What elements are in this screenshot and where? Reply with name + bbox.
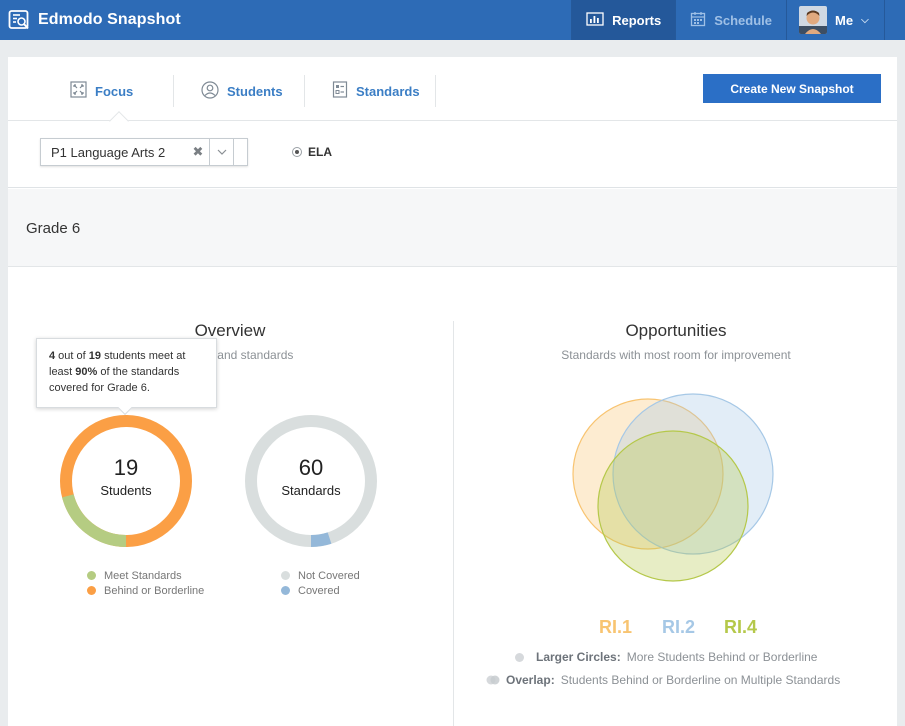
standards-legend: Not Covered Covered — [281, 568, 360, 598]
avatar — [799, 6, 827, 34]
subject-label: ELA — [308, 145, 332, 159]
tooltip-text-2: students meet at least — [49, 350, 186, 378]
standards-covered-arc — [245, 415, 377, 547]
snapshot-panel: Focus Students — [8, 57, 897, 726]
top-nav: Reports Schedule — [571, 0, 885, 40]
filter-row: P1 Language Arts 2 ✖ ELA — [8, 121, 897, 188]
tooltip-text-1: out of — [55, 350, 89, 362]
larger-circle-dot — [515, 652, 524, 662]
schedule-icon — [690, 11, 706, 30]
tab-students[interactable]: Students — [201, 75, 283, 107]
tooltip-meet-count: 4 — [49, 350, 56, 362]
reports-icon — [586, 11, 604, 29]
legend-covered-dot — [281, 586, 290, 595]
tooltip-total: 19 — [88, 350, 102, 362]
overview-title: Overview — [194, 321, 266, 340]
note-overlap-label: Overlap: — [506, 673, 555, 687]
nav-reports[interactable]: Reports — [571, 0, 676, 40]
brand[interactable]: Edmodo Snapshot — [8, 0, 181, 40]
tooltip-percent: 90% — [75, 366, 98, 378]
note-overlap-text: Students Behind or Borderline on Multipl… — [560, 673, 841, 687]
column-divider — [453, 321, 454, 726]
focus-icon — [70, 81, 87, 101]
nav-reports-label: Reports — [612, 12, 662, 28]
legend-meet-dot — [87, 571, 96, 580]
standards-not-covered-arc — [245, 415, 377, 547]
tab-students-label: Students — [227, 83, 283, 99]
venn-circle-ri1[interactable] — [572, 398, 724, 550]
nav-me-menu[interactable]: Me ⌵ — [786, 0, 885, 40]
note-circles-text: More Students Behind or Borderline — [626, 650, 818, 664]
top-bar: Edmodo Snapshot Reports — [0, 0, 905, 40]
subject-radio[interactable] — [292, 147, 302, 157]
opportunities-venn[interactable] — [568, 389, 778, 585]
students-label: Students — [100, 483, 152, 498]
legend-not-covered: Not Covered — [281, 568, 360, 583]
note-overlap: Overlap: Students Behind or Borderline o… — [486, 673, 840, 687]
legend-covered: Covered — [281, 583, 360, 598]
tab-separator — [435, 75, 436, 107]
legend-not-covered-label: Not Covered — [298, 569, 360, 582]
standard-label-ri2[interactable]: RI.2 — [662, 617, 696, 637]
tab-bar: Focus Students — [8, 57, 897, 121]
radio-dot — [295, 150, 299, 154]
clear-icon[interactable]: ✖ — [192, 144, 204, 159]
nav-me-label: Me — [835, 12, 854, 28]
chevron-down-icon[interactable] — [209, 139, 233, 165]
tab-separator — [173, 75, 174, 107]
class-select-value: P1 Language Arts 2 — [51, 144, 166, 160]
opportunities-subtitle: Standards with most room for improvement — [561, 348, 791, 362]
select-end-cap — [233, 139, 247, 165]
tab-standards-label: Standards — [356, 83, 420, 99]
overlap-icon — [486, 675, 500, 685]
app-title: Edmodo Snapshot — [38, 11, 181, 28]
standards-donut[interactable]: 60 Standards — [243, 413, 379, 549]
grade-title: Grade 6 — [26, 220, 81, 237]
legend-not-covered-dot — [281, 571, 290, 580]
chevron-down-icon: ⌵ — [861, 14, 869, 26]
note-larger-circles: Larger Circles: More Students Behind or … — [515, 650, 817, 664]
legend-meet-label: Meet Standards — [104, 569, 182, 582]
standards-label: Standards — [281, 483, 341, 498]
students-donut-chart — [60, 415, 192, 547]
note-circles-label: Larger Circles: — [536, 650, 621, 664]
standard-label-ri4[interactable]: RI.4 — [724, 617, 758, 637]
class-select[interactable]: P1 Language Arts 2 ✖ — [40, 138, 248, 166]
legend-behind: Behind or Borderline — [87, 583, 204, 598]
legend-meet: Meet Standards — [87, 568, 204, 583]
nav-schedule-label: Schedule — [714, 12, 772, 28]
students-tooltip: 4 out of 19 students meet at least 90% o… — [36, 338, 217, 416]
nav-schedule[interactable]: Schedule — [675, 0, 786, 40]
tooltip-text-3: of the standards covered for Grade 6. — [49, 366, 180, 394]
grade-header: Grade 6 — [8, 189, 897, 267]
students-icon — [201, 80, 219, 102]
snapshot-logo-icon — [8, 9, 30, 31]
tab-separator — [304, 75, 305, 107]
students-meet-arc — [60, 415, 192, 547]
legend-behind-label: Behind or Borderline — [104, 584, 205, 597]
tab-focus[interactable]: Focus — [70, 75, 133, 107]
standards-icon — [332, 81, 348, 101]
tab-standards[interactable]: Standards — [332, 75, 420, 107]
students-donut[interactable]: 19 Students — [58, 413, 194, 549]
standards-count: 60 — [298, 455, 324, 480]
students-count: 19 — [113, 455, 139, 480]
legend-behind-dot — [87, 586, 96, 595]
create-new-snapshot-button[interactable]: Create New Snapshot — [703, 74, 881, 103]
legend-covered-label: Covered — [298, 584, 340, 597]
students-legend: Meet Standards Behind or Borderline — [87, 568, 204, 598]
standards-donut-chart — [245, 415, 377, 547]
venn-circle-ri4[interactable] — [597, 430, 749, 582]
standard-label-ri1[interactable]: RI.1 — [599, 617, 633, 637]
opportunities-title: Opportunities — [625, 321, 727, 340]
tab-focus-label: Focus — [95, 83, 134, 99]
